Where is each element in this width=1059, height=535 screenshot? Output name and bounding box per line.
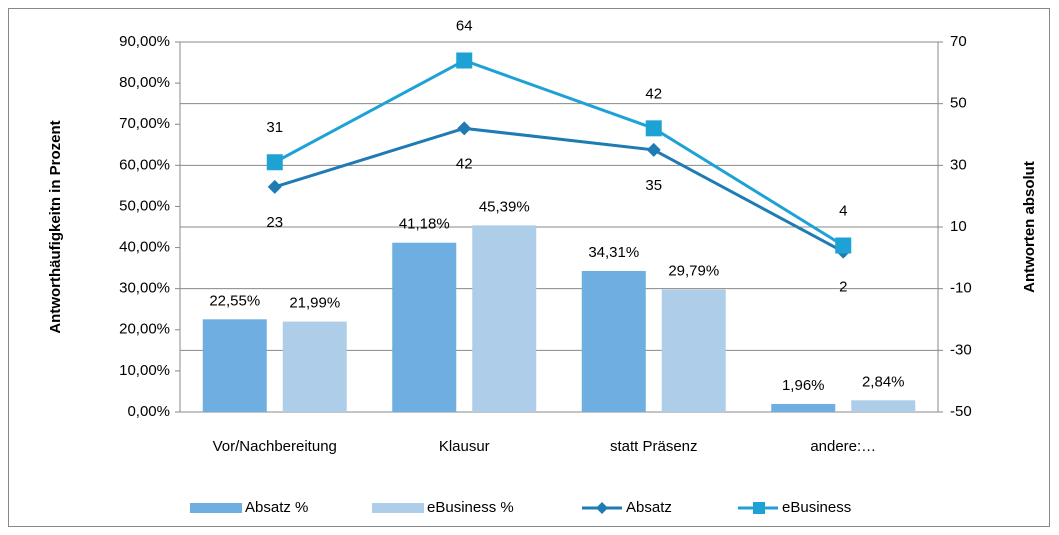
legend-label: Absatz <box>626 499 672 516</box>
line-value-label: 23 <box>266 214 283 231</box>
y-tick-label: 90,00% <box>119 33 170 50</box>
bar <box>392 242 457 412</box>
y-tick-label: 20,00% <box>119 321 170 338</box>
bar-value-label: 41,18% <box>399 216 450 233</box>
line-value-label: 42 <box>645 85 662 102</box>
y2-tick-label: -10 <box>950 280 972 297</box>
x-tick-label: andere:… <box>810 438 876 455</box>
bar-value-label: 45,39% <box>479 198 530 215</box>
x-tick-label: statt Präsenz <box>610 438 698 455</box>
bar <box>771 403 836 412</box>
x-tick-label: Klausur <box>439 438 490 455</box>
bar <box>581 270 646 412</box>
bar <box>282 321 347 412</box>
bar-value-label: 29,79% <box>668 262 719 279</box>
y-tick-label: 60,00% <box>119 156 170 173</box>
y-tick-label: 40,00% <box>119 239 170 256</box>
marker <box>645 120 662 137</box>
y2-tick-label: 30 <box>950 156 967 173</box>
marker <box>266 154 283 171</box>
y-tick-label: 10,00% <box>119 362 170 379</box>
bar <box>472 225 537 412</box>
legend-label: Absatz % <box>245 499 308 516</box>
marker <box>835 237 852 254</box>
bar <box>202 319 267 412</box>
line <box>274 58 845 247</box>
legend-label: eBusiness <box>782 499 851 516</box>
y-tick-label: 0,00% <box>127 403 170 420</box>
y-tick-label: 50,00% <box>119 197 170 214</box>
bar-value-label: 22,55% <box>209 292 260 309</box>
y-tick-label: 70,00% <box>119 115 170 132</box>
line-value-label: 35 <box>645 177 662 194</box>
y2-axis-title: Antworten absolut <box>1021 161 1038 293</box>
marker <box>456 52 473 69</box>
bar <box>851 400 916 412</box>
y2-tick-label: 10 <box>950 218 967 235</box>
y2-tick-label: -30 <box>950 341 972 358</box>
line <box>274 126 844 253</box>
legend-swatch <box>190 503 242 513</box>
legend-label: eBusiness % <box>427 499 514 516</box>
y2-tick-label: -50 <box>950 403 972 420</box>
y-tick-label: 80,00% <box>119 74 170 91</box>
y2-tick-label: 50 <box>950 95 967 112</box>
line-value-label: 2 <box>839 279 847 296</box>
bar-value-label: 34,31% <box>588 244 639 261</box>
line-value-label: 42 <box>456 155 473 172</box>
line-value-label: 4 <box>839 202 847 219</box>
bar-value-label: 2,84% <box>862 373 905 390</box>
marker <box>646 142 661 157</box>
legend-marker <box>596 502 608 514</box>
bar <box>661 289 726 412</box>
marker <box>457 121 472 136</box>
bar-value-label: 1,96% <box>782 377 825 394</box>
y2-tick-label: 70 <box>950 33 967 50</box>
legend-swatch <box>372 503 424 513</box>
bar-value-label: 21,99% <box>289 295 340 312</box>
legend-marker <box>753 502 765 514</box>
y-tick-label: 30,00% <box>119 280 170 297</box>
marker <box>267 179 282 194</box>
y-axis-title: Antworthäufigkeitn in Prozent <box>47 120 64 333</box>
line-value-label: 31 <box>266 119 283 136</box>
x-tick-label: Vor/Nachbereitung <box>213 438 337 455</box>
line-value-label: 64 <box>456 17 473 34</box>
